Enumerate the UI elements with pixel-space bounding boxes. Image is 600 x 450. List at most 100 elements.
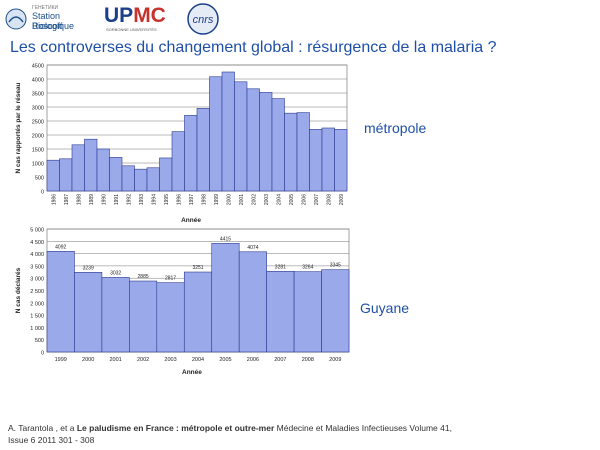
sbr-line2: Roscoff	[32, 21, 63, 31]
y-tick-label: 500	[35, 338, 44, 344]
cnrs-emblem-icon: cnrs	[187, 3, 219, 35]
y-tick-label: 1000	[32, 162, 44, 168]
y-tick-label: 2000	[32, 134, 44, 140]
bar	[46, 251, 75, 353]
bar	[209, 76, 223, 192]
y-tick-label: 3 000	[30, 277, 44, 283]
x-tick-label: 2001	[239, 194, 245, 205]
bar	[321, 269, 350, 353]
y-tick-label: 3 500	[30, 264, 44, 270]
x-tick-label: 2008	[326, 194, 332, 205]
x-tick-label: 1999	[214, 194, 220, 205]
chart-guyane: 0 500 1 000 1 500 2 000 2 500 3 000 3 500 4 000 4…	[15, 228, 350, 376]
bar	[296, 112, 310, 192]
citation: A. Tarantola , et a Le paludisme en Fran…	[8, 422, 528, 446]
x-tick-label: 1999	[55, 357, 67, 363]
data-label: 4092	[55, 244, 66, 250]
bar	[74, 272, 103, 353]
upmc-logo: UPMC SORBONNE UNIVERSITÉS	[104, 5, 176, 33]
bar	[109, 157, 123, 192]
y-tick-label: 1500	[32, 148, 44, 154]
bar	[211, 243, 240, 353]
bar	[234, 81, 248, 192]
bar	[334, 129, 348, 192]
x-tick-label: 2009	[339, 194, 345, 205]
x-tick-label: 1993	[139, 194, 145, 205]
citation-authors: A. Tarantola , et a	[8, 423, 75, 433]
x-tick-label: 2001	[110, 357, 122, 363]
x-tick-label: 2005	[219, 357, 231, 363]
y-tick-label: 0	[41, 190, 44, 196]
bar	[284, 112, 298, 192]
citation-title: Le paludisme en France : métropole et ou…	[76, 423, 275, 433]
x-tick-label: 2000	[82, 357, 94, 363]
y-tick-label: 3500	[32, 92, 44, 98]
x-tick-label: 2003	[264, 194, 270, 205]
y-axis-label: N cas déclarés	[15, 267, 22, 313]
bar	[238, 251, 267, 353]
station-biologique-logo: ГЕНЕТИКИ Station Biologique Roscoff	[4, 3, 100, 35]
x-tick-label: 2003	[164, 357, 176, 363]
y-tick-label: 2 500	[30, 289, 44, 295]
x-tick-label: 1991	[114, 194, 120, 205]
data-label: 3251	[192, 265, 203, 271]
x-tick-label: 2009	[329, 357, 341, 363]
sbr-small-text: ГЕНЕТИКИ	[32, 5, 59, 11]
bar	[71, 144, 85, 192]
sbr-line1: Station Biologique	[32, 11, 75, 31]
data-label: 3239	[83, 265, 94, 271]
x-tick-label: 1988	[76, 194, 82, 205]
y-tick-label: 4500	[32, 64, 44, 70]
x-tick-label: 2005	[289, 194, 295, 205]
x-tick-label: 1994	[151, 194, 157, 205]
bar	[259, 92, 273, 192]
x-axis-label: Année	[181, 217, 201, 224]
bar	[46, 159, 60, 192]
sbr-emblem-icon	[5, 8, 27, 30]
x-axis-label: Année	[182, 369, 202, 376]
x-tick-label: 1986	[51, 194, 57, 205]
x-tick-label: 1997	[189, 194, 195, 205]
y-tick-label: 4 000	[30, 252, 44, 258]
label-guyane: Guyane	[360, 300, 410, 316]
bar	[101, 277, 130, 353]
y-tick-label: 1 500	[30, 314, 44, 320]
bar	[309, 129, 323, 192]
data-label: 2817	[165, 276, 176, 282]
bar	[159, 157, 173, 192]
x-tick-label: 2007	[314, 194, 320, 205]
y-tick-label: 500	[35, 176, 44, 182]
cnrs-text: cnrs	[193, 14, 214, 26]
citation-issue: Issue 6 2011 301 - 308	[8, 435, 95, 445]
bar	[246, 88, 260, 192]
slide-title: Les controverses du changement global : …	[10, 39, 497, 56]
y-tick-label: 4 500	[30, 240, 44, 246]
bar	[134, 168, 148, 192]
x-tick-label: 1990	[101, 194, 107, 205]
y-tick-label: 2 000	[30, 301, 44, 307]
bar	[183, 271, 213, 353]
label-metropole: métropole	[364, 120, 427, 136]
y-tick-label: 3000	[32, 106, 44, 112]
bar	[196, 108, 210, 192]
bar	[146, 167, 160, 192]
bar	[271, 98, 285, 192]
x-tick-label: 1996	[176, 194, 182, 205]
bar	[266, 270, 295, 353]
bar	[84, 138, 98, 192]
bar	[171, 131, 185, 192]
x-tick-label: 1992	[126, 194, 132, 205]
x-tick-label: 1989	[89, 194, 95, 205]
bar	[221, 71, 235, 192]
data-label: 2885	[138, 274, 149, 280]
x-tick-label: 1995	[164, 194, 170, 205]
x-tick-label: 2000	[226, 194, 232, 205]
cnrs-logo: cnrs	[184, 2, 224, 36]
bar	[293, 271, 322, 353]
x-tick-label: 1987	[64, 194, 70, 205]
y-tick-label: 4000	[32, 78, 44, 84]
bar	[96, 148, 110, 192]
bar	[184, 115, 198, 192]
data-label: 3345	[330, 263, 341, 269]
citation-journal: Médecine et Maladies Infectieuses Volume…	[276, 423, 452, 433]
